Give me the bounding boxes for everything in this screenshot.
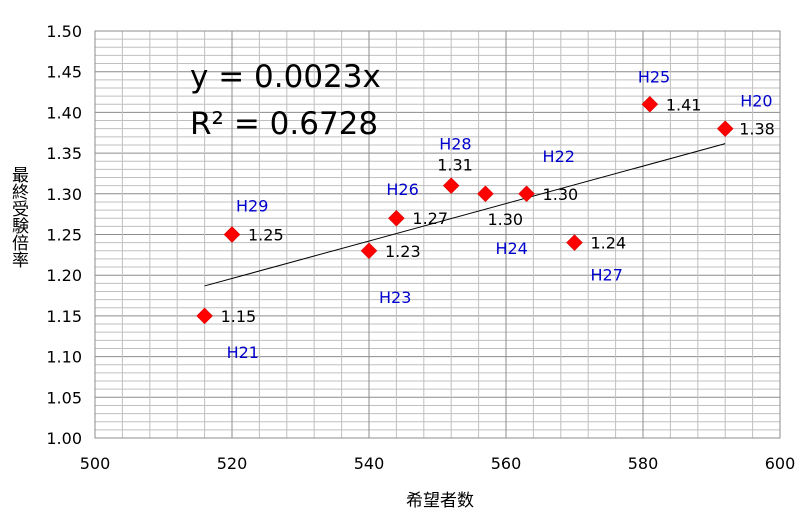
x-tick-label: 560	[491, 454, 522, 473]
point-name-label: H25	[638, 67, 670, 86]
point-name-label: H26	[386, 180, 418, 199]
point-value-label: 1.38	[739, 120, 775, 139]
y-tick-label: 1.20	[46, 266, 82, 285]
point-name-label: H20	[740, 92, 772, 111]
point-value-label: 1.31	[437, 156, 473, 175]
point-value-label: 1.15	[221, 307, 257, 326]
x-tick-label: 520	[217, 454, 248, 473]
point-value-label: 1.41	[666, 95, 702, 114]
data-point-marker	[518, 185, 535, 203]
y-tick-label: 1.40	[46, 103, 82, 122]
y-tick-label: 1.05	[46, 388, 82, 407]
point-value-label: 1.23	[385, 242, 421, 261]
data-points: H20 1.38 H21 1.15 H22 1.30 H23 1.23 H24 1.30 H25 1.…	[196, 67, 775, 362]
point-name-label: H24	[495, 239, 527, 258]
y-tick-label: 1.25	[46, 226, 82, 245]
y-tick-label: 1.50	[46, 22, 82, 41]
data-point-marker	[442, 177, 460, 195]
r-squared-label: R² = 0.6728	[190, 106, 378, 142]
grid	[94, 30, 781, 439]
point-value-label: 1.30	[487, 210, 523, 229]
data-point-marker	[566, 234, 583, 251]
data-point-marker	[388, 209, 405, 227]
data-point-marker	[641, 95, 659, 113]
point-name-label: H22	[543, 147, 575, 166]
point-name-label: H23	[379, 288, 411, 307]
data-point-marker	[223, 226, 241, 243]
point-value-label: 1.30	[543, 185, 579, 204]
x-axis-title: 希望者数	[406, 491, 474, 511]
point-value-label: 1.25	[248, 226, 284, 245]
equation-label: y = 0.0023x	[190, 59, 381, 95]
point-value-label: 1.24	[591, 234, 627, 253]
trendline	[204, 143, 726, 287]
data-point-marker	[360, 242, 378, 260]
data-point-marker	[477, 185, 494, 203]
y-axis-ticks: 1.00 1.05 1.10 1.15 1.20 1.25 1.30 1.35 1.40 1.45…	[46, 22, 82, 448]
y-tick-label: 1.30	[46, 185, 82, 204]
x-tick-label: 500	[80, 454, 111, 473]
y-tick-label: 1.00	[46, 429, 82, 448]
y-tick-label: 1.35	[46, 144, 82, 163]
point-name-label: H27	[591, 266, 623, 285]
data-point-marker	[196, 307, 213, 325]
y-tick-label: 1.10	[46, 348, 82, 367]
point-name-label: H29	[236, 197, 268, 216]
data-point-marker	[716, 120, 734, 138]
point-name-label: H28	[439, 135, 471, 154]
x-tick-label: 540	[354, 454, 385, 473]
x-tick-label: 600	[765, 454, 796, 473]
point-name-label: H21	[227, 343, 259, 362]
y-tick-label: 1.45	[46, 63, 82, 82]
x-tick-label: 580	[628, 454, 659, 473]
point-value-label: 1.27	[412, 209, 448, 228]
y-axis-title: 最終受験倍率	[8, 166, 28, 268]
x-axis-ticks: 500 520 540 560 580 600	[80, 454, 796, 473]
y-tick-label: 1.15	[46, 307, 82, 326]
plot-border	[94, 30, 781, 439]
